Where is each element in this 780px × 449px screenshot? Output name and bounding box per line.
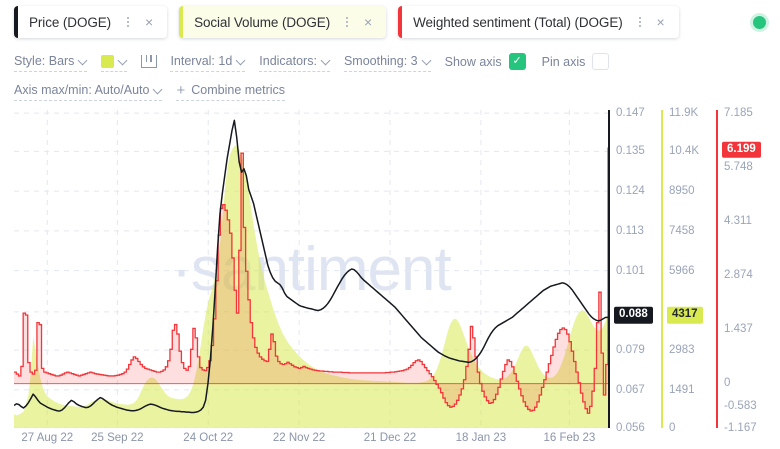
axis-tick-label: 0.079 [616, 344, 645, 357]
axis-tick-label: 0.113 [616, 224, 644, 237]
plus-icon: + [176, 81, 186, 99]
metric-color-stripe-social-volume [179, 6, 184, 38]
chart-toolbar: Style: Bars Interval: 1d Indicators: Smo… [0, 44, 780, 103]
plot-svg [14, 110, 608, 428]
axis-tick-label: 0.135 [616, 145, 645, 158]
y-axis-line-social-volume [661, 110, 663, 428]
chevron-down-icon [119, 56, 127, 64]
metric-tab-weighted-sentiment[interactable]: Weighted sentiment (Total) (DOGE) × [398, 6, 679, 38]
y-axis-price-current-badge: 0.088 [614, 306, 653, 324]
interval-selector[interactable]: Interval: 1d [170, 53, 246, 72]
metric-options-icon[interactable] [340, 13, 354, 31]
interval-bars-icon-wrap[interactable] [141, 53, 164, 72]
close-icon[interactable]: × [364, 14, 373, 30]
metric-color-stripe-weighted-sentiment [398, 6, 403, 38]
plot-canvas[interactable] [14, 110, 608, 428]
y-axis-weighted-sentiment[interactable]: 7.185 5.748 4.311 2.874 1.437 0 -0.583 -1.167 6… [716, 107, 772, 434]
x-axis-tick-label: 24 Oct 22 [183, 432, 234, 444]
metric-tab-price[interactable]: Price (DOGE) × [14, 6, 168, 38]
axis-maxmin-label: Axis max/min: Auto/Auto [14, 83, 150, 97]
y-axis-social-volume[interactable]: 11.9K 10.4K 8950 7458 5966 2983 1491 0 4317 [661, 107, 709, 434]
y-axis-line-weighted-sentiment [716, 110, 718, 428]
style-selector[interactable]: Style: Bars [14, 53, 88, 72]
axis-tick-label: 0.056 [616, 422, 645, 434]
smoothing-selector-label: Smoothing: 3 [343, 54, 418, 68]
indicators-selector-label: Indicators: [259, 54, 317, 68]
axis-tick-label: 2.874 [724, 269, 753, 282]
chevron-down-icon [322, 56, 330, 64]
combine-metrics-label: Combine metrics [191, 83, 286, 97]
interval-selector-label: Interval: 1d [170, 54, 233, 68]
axis-tick-label: 0 [724, 377, 731, 390]
metric-tab-label: Price (DOGE) [29, 14, 112, 30]
series-price [14, 119, 608, 414]
metric-options-icon[interactable] [633, 13, 647, 31]
pin-axis-checkbox[interactable] [592, 53, 610, 70]
color-selector[interactable] [101, 53, 128, 72]
y-axis-weighted-sentiment-current-badge: 6.199 [722, 141, 761, 158]
metric-tab-label: Weighted sentiment (Total) (DOGE) [413, 14, 623, 30]
axis-tick-label: 0.124 [616, 185, 645, 198]
live-status-indicator-icon[interactable] [753, 15, 766, 29]
chevron-down-icon [154, 85, 162, 93]
axis-tick-label: -0.583 [724, 399, 757, 412]
chevron-down-icon [79, 56, 87, 64]
x-axis-tick-label: 21 Dec 22 [363, 432, 417, 444]
x-axis-tick-label: 27 Aug 22 [21, 432, 74, 444]
axis-tick-label: 5.748 [724, 161, 753, 174]
indicators-selector[interactable]: Indicators: [259, 53, 330, 72]
metric-tab-bar: Price (DOGE) × Social Volume (DOGE) × We… [0, 0, 780, 44]
chart-area[interactable]: ·santiment 0.147 0.135 0.124 0.113 0.101 0.07… [0, 104, 780, 449]
chevron-down-icon [237, 56, 245, 64]
chevron-down-icon [423, 56, 431, 64]
metric-tab-label: Social Volume (DOGE) [194, 14, 331, 30]
show-axis-toggle[interactable]: Show axis ✓ [445, 53, 526, 72]
toolbar-row-secondary: Axis max/min: Auto/Auto + Combine metric… [14, 79, 780, 103]
x-axis-tick-label: 16 Feb 23 [543, 432, 596, 444]
metric-color-stripe-price [14, 6, 18, 38]
bar-chart-icon [141, 55, 158, 68]
axis-tick-label: 1491 [669, 383, 695, 396]
style-selector-label: Style: Bars [14, 54, 75, 68]
y-axis-price[interactable]: 0.147 0.135 0.124 0.113 0.101 0.079 0.067 0.056… [608, 107, 656, 434]
x-axis-tick-label: 18 Jan 23 [455, 432, 507, 444]
axis-tick-label: 11.9K [669, 107, 699, 120]
axis-tick-label: 10.4K [669, 145, 700, 158]
smoothing-selector[interactable]: Smoothing: 3 [343, 53, 431, 72]
axis-tick-label: 1.437 [724, 323, 753, 336]
y-axis-line-price [608, 110, 610, 428]
color-swatch [101, 54, 115, 68]
axis-tick-label: 0 [669, 422, 676, 434]
axis-tick-label: 4.311 [724, 215, 752, 228]
axis-maxmin-selector[interactable]: Axis max/min: Auto/Auto [14, 82, 163, 101]
close-icon[interactable]: × [656, 14, 665, 30]
x-axis-tick-label: 25 Sep 22 [91, 432, 144, 444]
metric-options-icon[interactable] [121, 13, 135, 31]
axis-tick-label: 0.101 [616, 264, 645, 277]
pin-axis-toggle[interactable]: Pin axis [542, 53, 610, 72]
series-social-volume [14, 145, 608, 428]
axis-tick-label: 0.147 [616, 107, 645, 120]
axis-tick-label: 5966 [669, 264, 695, 277]
metric-tab-social-volume[interactable]: Social Volume (DOGE) × [179, 6, 387, 38]
axis-tick-label: 0.067 [616, 383, 645, 396]
axis-tick-label: 7458 [669, 224, 695, 237]
x-axis-tick-label: 22 Nov 22 [272, 432, 326, 444]
pin-axis-label: Pin axis [541, 54, 586, 69]
series-weighted-sentiment [14, 147, 608, 414]
toolbar-row-primary: Style: Bars Interval: 1d Indicators: Smo… [14, 50, 780, 74]
x-axis-ticks: 27 Aug 22 25 Sep 22 24 Oct 22 22 Nov 22 21 D… [0, 432, 780, 449]
axis-tick-label: 8950 [669, 185, 695, 198]
show-axis-label: Show axis [444, 54, 502, 69]
close-icon[interactable]: × [144, 14, 154, 30]
show-axis-checkbox[interactable]: ✓ [508, 53, 526, 70]
axis-tick-label: 2983 [669, 344, 695, 357]
combine-metrics-button[interactable]: + Combine metrics [176, 81, 286, 101]
axis-tick-label: 7.185 [724, 107, 753, 120]
axis-tick-label: -1.167 [724, 422, 757, 434]
y-axis-social-volume-current-badge: 4317 [667, 306, 703, 324]
